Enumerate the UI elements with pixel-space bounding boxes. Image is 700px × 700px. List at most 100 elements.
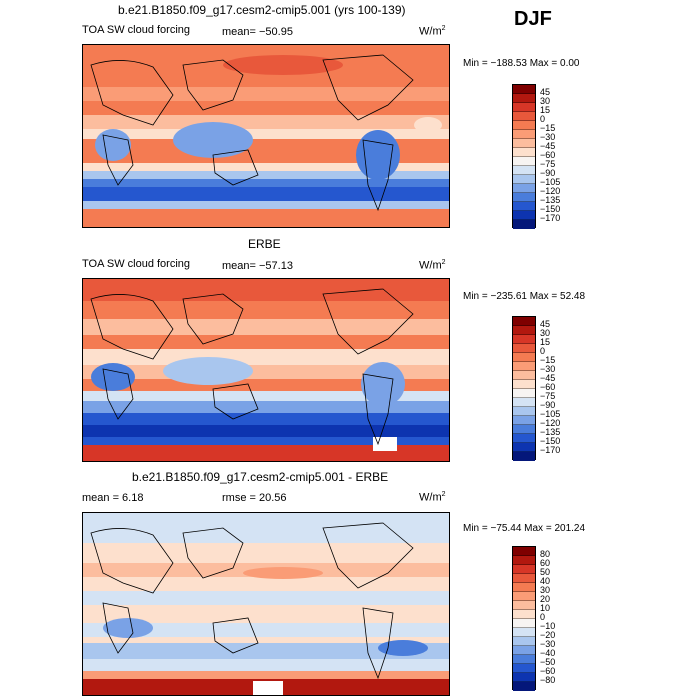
colorbar-tick-label: −45 <box>540 141 556 151</box>
colorbar-tick-label: 80 <box>540 549 551 559</box>
panel1-title: b.e21.B1850.f09_g17.cesm2-cmip5.001 (yrs… <box>118 3 406 17</box>
colorbar-tick-label: −75 <box>540 391 556 401</box>
panel2-map <box>82 278 450 462</box>
colorbar-tick-label: 50 <box>540 567 551 577</box>
colorbar-swatch <box>513 211 535 220</box>
colorbar-swatch <box>513 148 535 157</box>
colorbar-swatch <box>513 353 535 362</box>
colorbar-swatch <box>513 317 535 326</box>
colorbar-tick-label: −45 <box>540 373 556 383</box>
panel1-field-label: TOA SW cloud forcing <box>82 24 191 36</box>
colorbar-swatch <box>513 202 535 211</box>
panel1-mean: mean= −50.95 <box>222 26 293 38</box>
panel1-colorbar <box>512 84 536 229</box>
colorbar-tick-label: 0 <box>540 346 546 356</box>
colorbar-tick-label: −10 <box>540 621 556 631</box>
colorbar-swatch <box>513 547 535 556</box>
colorbar-swatch <box>513 434 535 443</box>
colorbar-swatch <box>513 335 535 344</box>
panel3-map <box>82 512 450 696</box>
colorbar-tick-label: −150 <box>540 204 561 214</box>
colorbar-swatch <box>513 583 535 592</box>
colorbar-tick-label: 40 <box>540 576 551 586</box>
panel3-colorbar <box>512 546 536 691</box>
colorbar-swatch <box>513 94 535 103</box>
colorbar-tick-label: 60 <box>540 558 551 568</box>
panel3-rmse: rmse = 20.56 <box>222 492 287 504</box>
colorbar-tick-label: −60 <box>540 382 556 392</box>
colorbar-swatch <box>513 220 535 229</box>
panel1-map <box>82 44 450 228</box>
panel2-colorbar-ticks: 45 30 15 0 −15 −30 −45 −60 −75 −90 −105 −120 −135 −15… <box>540 316 580 460</box>
colorbar-swatch <box>513 601 535 610</box>
colorbar-swatch <box>513 574 535 583</box>
colorbar-tick-label: −40 <box>540 648 556 658</box>
colorbar-tick-label: 15 <box>540 337 551 347</box>
colorbar-tick-label: 0 <box>540 612 546 622</box>
colorbar-tick-label: 10 <box>540 603 551 613</box>
panel3-minmax: Min = −75.44 Max = 201.24 <box>463 523 586 534</box>
colorbar-swatch <box>513 139 535 148</box>
colorbar-tick-label: 20 <box>540 594 551 604</box>
colorbar-swatch <box>513 646 535 655</box>
panel1-map-graphic <box>83 45 449 227</box>
colorbar-swatch <box>513 619 535 628</box>
colorbar-tick-label: −15 <box>540 355 556 365</box>
panel1-minmax: Min = −188.53 Max = 0.00 <box>463 58 580 69</box>
colorbar-swatch <box>513 175 535 184</box>
colorbar-swatch <box>513 673 535 682</box>
colorbar-tick-label: −135 <box>540 195 561 205</box>
colorbar-swatch <box>513 121 535 130</box>
panel1-units: W/m2 <box>419 25 446 38</box>
colorbar-tick-label: −30 <box>540 132 556 142</box>
colorbar-swatch <box>513 344 535 353</box>
colorbar-tick-label: −30 <box>540 364 556 374</box>
season-label: DJF <box>514 8 552 30</box>
colorbar-swatch <box>513 655 535 664</box>
panel2-map-graphic <box>83 279 449 461</box>
colorbar-swatch <box>513 326 535 335</box>
colorbar-tick-label: −90 <box>540 168 556 178</box>
colorbar-swatch <box>513 371 535 380</box>
panel3-colorbar-ticks: 80 60 50 40 30 20 10 0 −10 −20 −30 −40 −50 −60 −80 <box>540 546 580 690</box>
colorbar-swatch <box>513 628 535 637</box>
colorbar-swatch <box>513 193 535 202</box>
colorbar-tick-label: −20 <box>540 630 556 640</box>
colorbar-tick-label: 30 <box>540 585 551 595</box>
colorbar-tick-label: −15 <box>540 123 556 133</box>
colorbar-tick-label: −60 <box>540 666 556 676</box>
colorbar-tick-label: −120 <box>540 186 561 196</box>
colorbar-swatch <box>513 425 535 434</box>
colorbar-tick-label: −120 <box>540 418 561 428</box>
panel3-title: b.e21.B1850.f09_g17.cesm2-cmip5.001 - ER… <box>132 470 389 484</box>
panel2-colorbar <box>512 316 536 461</box>
colorbar-tick-label: −75 <box>540 159 556 169</box>
colorbar-swatch <box>513 664 535 673</box>
colorbar-swatch <box>513 157 535 166</box>
colorbar-swatch <box>513 565 535 574</box>
colorbar-tick-label: −90 <box>540 400 556 410</box>
panel2-mean: mean= −57.13 <box>222 260 293 272</box>
panel2-title: ERBE <box>248 237 281 251</box>
panel3-units: W/m2 <box>419 491 446 504</box>
colorbar-tick-label: −30 <box>540 639 556 649</box>
colorbar-swatch <box>513 362 535 371</box>
colorbar-tick-label: −170 <box>540 445 561 455</box>
colorbar-swatch <box>513 380 535 389</box>
colorbar-swatch <box>513 416 535 425</box>
colorbar-swatch <box>513 103 535 112</box>
colorbar-tick-label: −80 <box>540 675 556 685</box>
colorbar-tick-label: −135 <box>540 427 561 437</box>
colorbar-tick-label: −105 <box>540 409 561 419</box>
colorbar-swatch <box>513 682 535 691</box>
colorbar-tick-label: −150 <box>540 436 561 446</box>
colorbar-tick-label: −50 <box>540 657 556 667</box>
colorbar-tick-label: 15 <box>540 105 551 115</box>
panel2-field-label: TOA SW cloud forcing <box>82 258 191 270</box>
colorbar-tick-label: −170 <box>540 213 561 223</box>
colorbar-swatch <box>513 398 535 407</box>
panel2-units: W/m2 <box>419 259 446 272</box>
colorbar-swatch <box>513 166 535 175</box>
panel3-mean: mean = 6.18 <box>82 492 144 504</box>
colorbar-swatch <box>513 407 535 416</box>
